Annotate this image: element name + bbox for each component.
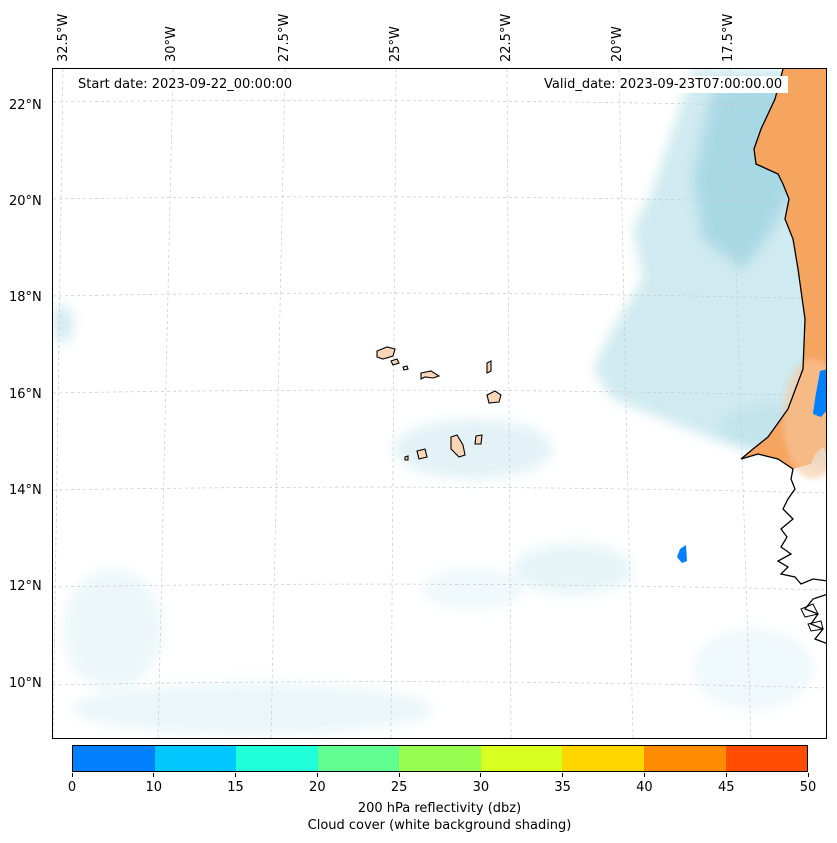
colorbar-tick — [562, 773, 564, 777]
colorbar-tick-label: 35 — [554, 780, 571, 795]
colorbar-tick-label: 50 — [799, 780, 817, 795]
colorbar-tick — [480, 773, 482, 777]
lat-label-22n: 22°N — [9, 98, 42, 113]
cloud-patch-center — [423, 569, 523, 609]
colorbar-tick — [316, 773, 318, 777]
lon-label-32-5w: 32.5°W — [56, 13, 71, 62]
colorbar-tick-label: 20 — [309, 780, 326, 795]
colorbar-tick — [398, 773, 400, 777]
colorbar-segment — [154, 746, 237, 771]
lat-label-12n: 12°N — [9, 579, 42, 594]
colorbar-tick — [153, 773, 155, 777]
island-maio — [474, 434, 483, 445]
lon-label-22-5w: 22.5°W — [499, 13, 514, 62]
colorbar — [72, 745, 808, 772]
coastline-guinea-islands — [800, 603, 824, 632]
colorbar-tick-label: 15 — [227, 780, 244, 795]
island-santa-luzia — [402, 365, 409, 371]
lat-label-20n: 20°N — [9, 194, 42, 209]
island-brava — [404, 455, 409, 461]
colorbar-segment — [317, 746, 400, 771]
colorbar-tick — [807, 773, 809, 777]
colorbar-tick — [643, 773, 645, 777]
coastal-warm-shading — [783, 359, 826, 479]
colorbar-tick-label: 0 — [67, 780, 77, 795]
lon-label-30w: 30°W — [164, 26, 179, 62]
colorbar-segment — [73, 746, 155, 771]
graticule — [53, 69, 826, 738]
island-sao-nicolau — [420, 370, 441, 380]
island-fogo — [416, 448, 428, 460]
colorbar-title: 200 hPa reflectivity (dbz) — [357, 801, 522, 816]
coastline — [740, 69, 826, 585]
colorbar-tick — [71, 773, 73, 777]
cloud-patch-south-3 — [63, 569, 163, 689]
cloud-patch-south-2 — [73, 684, 433, 734]
cloud-patch-south-1 — [513, 544, 633, 594]
island-sao-vicente — [390, 358, 400, 366]
colorbar-segment — [725, 746, 808, 771]
lat-label-10n: 10°N — [9, 676, 42, 691]
island-sal — [486, 360, 492, 374]
valid-date-label: Valid_date: 2023-09-23T07:00:00.00 — [538, 76, 789, 93]
lon-label-20w: 20°W — [610, 26, 625, 62]
lon-label-17-5w: 17.5°W — [721, 13, 736, 62]
colorbar-segment — [480, 746, 563, 771]
lat-label-16n: 16°N — [9, 387, 42, 402]
island-boa-vista — [486, 390, 502, 404]
colorbar-segment — [399, 746, 481, 771]
lat-label-18n: 18°N — [9, 290, 42, 305]
colorbar-tick-label: 30 — [472, 780, 490, 795]
lon-label-27-5w: 27.5°W — [277, 13, 292, 62]
colorbar-segment — [562, 746, 644, 771]
colorbar-tick — [235, 773, 237, 777]
reflectivity-cell-coast — [813, 369, 826, 417]
colorbar-tick — [725, 773, 727, 777]
colorbar-segment — [236, 746, 318, 771]
colorbar-tick-label: 10 — [145, 780, 163, 795]
start-date-label: Start date: 2023-09-22_00:00:00 — [72, 76, 299, 93]
map-canvas — [53, 69, 826, 738]
cloud-patch-west — [53, 304, 73, 344]
lon-label-25w: 25°W — [388, 26, 403, 62]
cloud-patch-islands — [393, 419, 553, 479]
lat-label-14n: 14°N — [9, 483, 42, 498]
colorbar-tick-label: 25 — [390, 780, 408, 795]
colorbar-tick-label: 40 — [636, 780, 653, 795]
colorbar-segment — [643, 746, 726, 771]
island-santo-antao — [376, 346, 396, 360]
cloud-cover-shading — [53, 69, 826, 734]
island-santiago — [450, 434, 466, 458]
coastline-guinea-bissau — [803, 593, 826, 644]
map-panel — [52, 68, 827, 739]
colorbar-subtitle: Cloud cover (white background shading) — [307, 818, 572, 833]
colorbar-tick-label: 45 — [717, 780, 735, 795]
cloud-patch-east — [693, 629, 813, 709]
reflectivity-cell-offshore — [677, 545, 687, 563]
cape-verde-islands — [376, 346, 502, 461]
